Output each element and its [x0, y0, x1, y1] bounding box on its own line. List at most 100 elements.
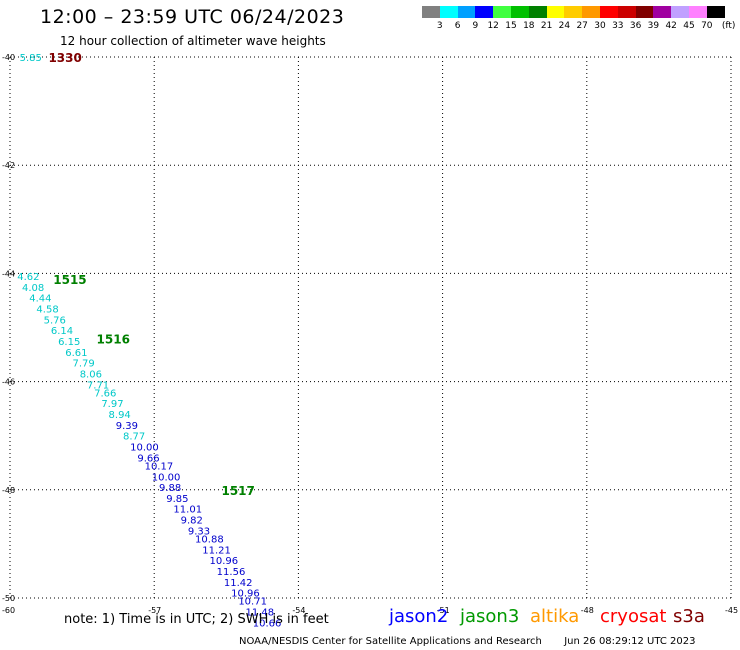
wave-height-value: 11.01 [173, 505, 202, 516]
wave-height-value: 9.66 [137, 453, 159, 464]
legend-swatch [546, 6, 565, 18]
legend-label: 6 [454, 21, 461, 31]
legend-swatch [635, 6, 654, 18]
wave-height-value: 7.79 [72, 359, 94, 370]
generated-timestamp: Jun 26 08:29:12 UTC 2023 [564, 636, 696, 647]
wave-height-value: 8.06 [80, 369, 102, 380]
wave-height-value: 9.88 [159, 483, 181, 494]
wave-height-value: 4.08 [22, 283, 44, 294]
pass-time-label: 1517 [221, 484, 254, 498]
wave-height-value: 7.71 [87, 380, 109, 391]
lat-lon-grid [9, 56, 732, 599]
legend-swatch [653, 6, 672, 18]
page-title: 12:00 – 23:59 UTC 06/24/2023 [40, 6, 345, 28]
lat-tick-label: -50 [2, 594, 15, 603]
pass-time-label: 1515 [53, 273, 86, 287]
legend-swatch [528, 6, 547, 18]
legend-label: 36 [629, 21, 642, 31]
wave-height-value: 7.97 [101, 399, 123, 410]
wave-height-value: 10.00 [152, 472, 181, 483]
wave-height-value: 10.71 [238, 597, 267, 608]
legend-swatch [493, 6, 512, 18]
wave-height-value: 5.76 [44, 315, 66, 326]
legend-swatch [564, 6, 583, 18]
legend-swatch [617, 6, 636, 18]
lon-tick-label: -51 [437, 606, 450, 615]
lon-tick-label: -45 [725, 606, 738, 615]
legend-label: 24 [558, 21, 571, 31]
legend-label: 39 [647, 21, 660, 31]
wave-height-value: 10.96 [231, 589, 260, 600]
wave-height-value: 11.42 [224, 578, 253, 589]
pass-time-labels: 1330 1515 1516 1517 [48, 51, 254, 498]
legend-label: 42 [665, 21, 677, 31]
lon-tick-label: -57 [148, 606, 161, 615]
axis-tick-labels: -40 -42 -44 -46 -48 -50 -60 -57 -54 -51 -48 -45 [2, 53, 738, 615]
wave-height-value: 10.66 [253, 618, 282, 629]
pass-time-label: 1516 [97, 332, 130, 346]
credit-line: NOAA/NESDIS Center for Satellite Applica… [239, 636, 695, 647]
satellite-label-jason3: jason3 [460, 606, 520, 627]
wave-height-value: 11.48 [246, 608, 275, 619]
lon-tick-label: -48 [581, 606, 594, 615]
lon-tick-label: -60 [2, 606, 15, 615]
legend-swatch [600, 6, 618, 18]
legend-swatch [457, 6, 476, 18]
wave-height-value: 9.82 [181, 516, 203, 527]
legend-swatch [475, 6, 494, 18]
legend-swatch [582, 6, 601, 18]
credit-text: NOAA/NESDIS Center for Satellite Applica… [239, 636, 542, 647]
legend-label: 12 [487, 21, 499, 31]
lat-tick-label: -48 [2, 486, 15, 495]
legend-swatch [439, 6, 458, 18]
lat-tick-label: -44 [2, 269, 15, 278]
legend-label: 70 [701, 21, 713, 31]
legend-label: 45 [683, 21, 695, 31]
legend-label: 30 [594, 21, 606, 31]
wave-height-value: 8.77 [123, 432, 145, 443]
wave-height-value: 6.14 [51, 326, 73, 337]
legend-label: 27 [576, 21, 588, 31]
satellite-label-jason2: jason2 [389, 606, 449, 627]
wave-height-value: 10.88 [195, 534, 224, 545]
lat-tick-label: -42 [2, 161, 15, 170]
lat-tick-label: -40 [2, 53, 15, 62]
wave-height-value: 9.39 [116, 421, 138, 432]
legend-label: 21 [540, 21, 553, 31]
wave-height-value: 7.66 [94, 388, 116, 399]
wave-height-value: 11.56 [217, 567, 246, 578]
legend-label: 3 [436, 21, 443, 31]
wave-height-value: 9.85 [166, 494, 188, 505]
legend-label: 18 [523, 21, 535, 31]
wave-height-value: 8.94 [109, 410, 131, 421]
wave-height-value: 10.96 [209, 556, 238, 567]
legend-swatch [422, 6, 440, 18]
satellite-label-s3a: s3a [673, 606, 705, 627]
wave-height-value: 6.61 [65, 348, 87, 359]
wave-height-value: 4.58 [36, 305, 58, 316]
wave-height-value: 11.21 [202, 545, 231, 556]
legend-swatch [511, 6, 529, 18]
legend-swatch [671, 6, 690, 18]
footnote: note: 1) Time is in UTC; 2) SWH is in fe… [64, 612, 329, 627]
lon-tick-label: -54 [292, 606, 305, 615]
legend-unit: (ft) [721, 21, 736, 31]
legend-label: 33 [612, 21, 624, 31]
satellite-label-altika: altika [530, 606, 580, 627]
wave-height-value: 5.85 [20, 53, 42, 64]
pass-time-label: 1330 [48, 51, 81, 65]
page-subtitle: 12 hour collection of altimeter wave hei… [60, 34, 326, 48]
wave-height-value: 4.44 [29, 294, 51, 305]
legend-label: 15 [505, 21, 517, 31]
legend-label: 9 [472, 21, 479, 31]
wave-height-value: 6.15 [58, 337, 80, 348]
lat-tick-label: -46 [2, 378, 15, 387]
legend-swatch [689, 6, 707, 18]
wave-height-value: 4.62 [17, 272, 39, 283]
satellite-label-cryosat: cryosat [600, 606, 667, 627]
wave-height-value: 10.00 [130, 443, 159, 454]
wave-height-value: 9.33 [188, 526, 210, 537]
wave-height-observations: 5.85 4.624.084.444.585.766.146.156.617.79… [17, 53, 281, 629]
legend-swatch [706, 6, 725, 18]
